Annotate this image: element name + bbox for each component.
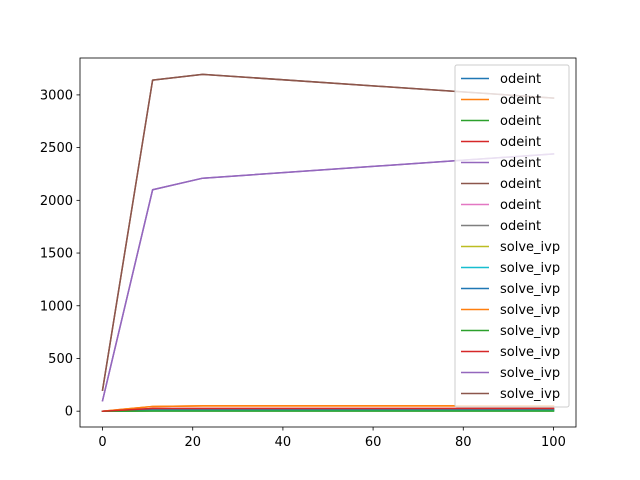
legend-label-14: solve_ivp <box>500 345 560 360</box>
plot-frame <box>79 57 577 428</box>
y-tick-label-5: 2000 <box>40 194 73 209</box>
legend-label-13: solve_ivp <box>500 324 560 339</box>
y-tick-label-7: 3000 <box>40 88 73 103</box>
legend-label-2: odeint <box>500 93 541 108</box>
x-tick-label-1: 0 <box>98 435 106 450</box>
y-tick-label-4: 1500 <box>40 247 73 262</box>
series-line-14 <box>101 407 555 412</box>
legend-label-5: odeint <box>500 156 541 171</box>
legend-label-9: solve_ivp <box>500 240 560 255</box>
y-tick-label-2: 500 <box>48 352 73 367</box>
series-line-15 <box>101 153 555 402</box>
legend-label-7: odeint <box>500 198 541 213</box>
y-tick-label-6: 2500 <box>40 141 73 156</box>
x-tick-label-4: 60 <box>365 435 382 450</box>
legend-label-6: odeint <box>500 177 541 192</box>
x-tick-label-2: 20 <box>184 435 201 450</box>
x-tick-label-6: 100 <box>541 435 566 450</box>
legend-label-3: odeint <box>500 114 541 129</box>
legend-label-11: solve_ivp <box>500 282 560 297</box>
legend-label-10: solve_ivp <box>500 261 560 276</box>
legend-label-4: odeint <box>500 135 541 150</box>
series-layer <box>101 73 555 413</box>
y-tick-label-3: 1000 <box>40 299 73 314</box>
series-line-12 <box>101 405 555 413</box>
legend-label-15: solve_ivp <box>500 366 560 381</box>
x-axis: 0 20 40 60 80 100 <box>98 427 566 450</box>
legend-label-16: solve_ivp <box>500 387 560 402</box>
series-line-16 <box>101 73 555 391</box>
legend-label-8: odeint <box>500 219 541 234</box>
x-tick-label-5: 80 <box>455 435 472 450</box>
x-tick-label-3: 40 <box>275 435 292 450</box>
legend: odeint odeint odeint odeint odeint odeint odei… <box>454 64 570 408</box>
legend-label-12: solve_ivp <box>500 303 560 318</box>
legend-box <box>454 64 570 408</box>
y-tick-label-1: 0 <box>65 405 73 420</box>
legend-label-1: odeint <box>500 72 541 87</box>
y-axis: 0 500 1000 1500 2000 2500 3000 <box>40 88 80 420</box>
